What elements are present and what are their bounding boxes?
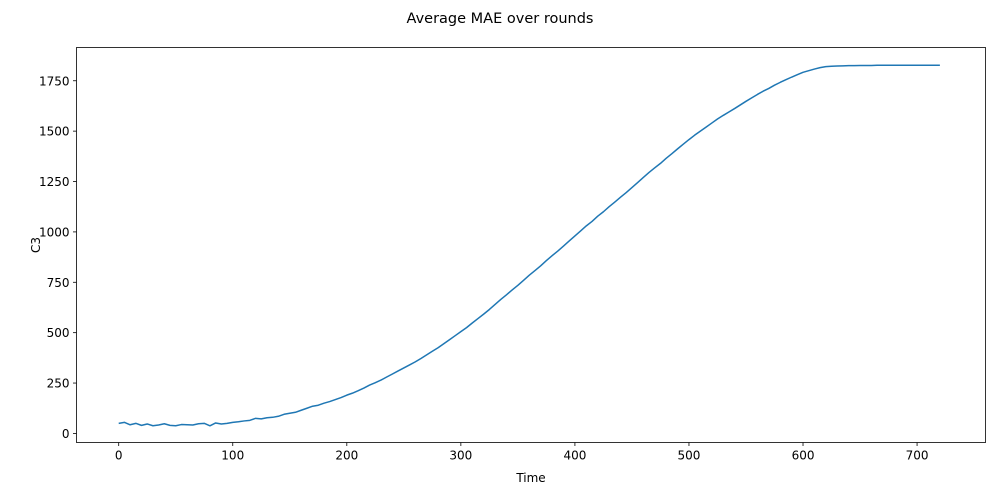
series-layer — [118, 64, 940, 427]
y-tick-label: 250 — [47, 377, 70, 391]
plot-frame — [76, 47, 986, 443]
x-tick-label: 700 — [906, 449, 929, 463]
y-tick-label: 750 — [47, 276, 70, 290]
series-line — [118, 64, 940, 427]
x-tick-label: 500 — [678, 449, 701, 463]
y-tick-label: 0 — [62, 427, 70, 441]
y-tick-label: 1500 — [39, 125, 70, 139]
y-tick-label: 1250 — [39, 175, 70, 189]
x-tick-label: 600 — [792, 449, 815, 463]
x-tick-label: 200 — [335, 449, 358, 463]
y-axis-label: C3 — [29, 237, 43, 253]
x-tick-label: 100 — [221, 449, 244, 463]
x-tick-label: 400 — [563, 449, 586, 463]
x-tick-label: 0 — [115, 449, 123, 463]
chart-title: Average MAE over rounds — [407, 11, 594, 27]
x-axis-label: Time — [515, 471, 545, 485]
y-axis: 0 250 500 750 1000 1250 1500 1750 — [39, 74, 77, 441]
y-tick-label: 1750 — [39, 74, 70, 88]
y-tick-label: 1000 — [39, 225, 70, 239]
x-axis: 0 100 200 300 400 500 600 700 — [115, 442, 929, 463]
x-tick-label: 300 — [449, 449, 472, 463]
y-tick-label: 500 — [47, 326, 70, 340]
